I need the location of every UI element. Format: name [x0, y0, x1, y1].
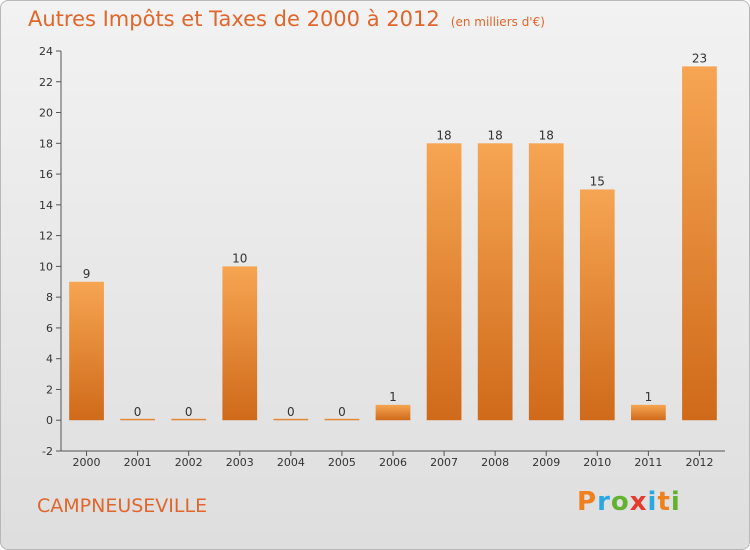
x-tick-label: 2011 [634, 456, 662, 469]
data-label: 9 [83, 267, 91, 281]
y-tick-label: 6 [46, 322, 53, 335]
x-tick-label: 2000 [73, 456, 101, 469]
y-tick-label: -2 [42, 445, 53, 458]
logo-letter: o [610, 487, 630, 517]
x-tick-label: 2006 [379, 456, 407, 469]
data-label: 0 [338, 405, 346, 419]
data-label: 0 [134, 405, 142, 419]
logo-letter: i [647, 487, 658, 517]
unit-text: (en milliers d'€) [450, 15, 545, 29]
bar [682, 66, 717, 421]
x-tick-label: 2012 [685, 456, 713, 469]
y-tick-label: 2 [46, 383, 53, 396]
bar [579, 189, 615, 421]
bar [222, 266, 258, 421]
y-tick-label: 20 [39, 107, 53, 120]
x-tick-label: 2002 [175, 456, 203, 469]
y-tick-label: 16 [39, 168, 53, 181]
bar [375, 404, 411, 421]
chart-title: Autres Impôts et Taxes de 2000 à 2012 (e… [28, 7, 545, 31]
y-tick-label: 24 [39, 45, 53, 58]
data-label: 23 [692, 51, 707, 65]
data-label: 0 [287, 405, 295, 419]
bar [120, 418, 155, 421]
logo-letter: P [577, 487, 598, 517]
y-tick-label: 18 [39, 137, 53, 150]
logo-letter: x [629, 487, 648, 517]
bar [171, 418, 207, 421]
y-tick-label: 0 [46, 414, 53, 427]
data-label: 10 [232, 251, 247, 265]
x-tick-label: 2007 [430, 456, 458, 469]
data-label: 1 [645, 390, 653, 404]
bar [273, 418, 309, 421]
x-tick-label: 2005 [328, 456, 356, 469]
x-tick-label: 2004 [277, 456, 305, 469]
bar [631, 404, 666, 421]
data-label: 18 [436, 128, 451, 142]
x-tick-label: 2010 [583, 456, 611, 469]
data-label: 1 [389, 390, 397, 404]
logo-letter: t [657, 487, 671, 517]
x-tick-label: 2003 [226, 456, 254, 469]
y-tick-label: 14 [39, 199, 53, 212]
y-tick-label: 4 [46, 353, 53, 366]
bar [528, 143, 564, 421]
data-label: 18 [539, 128, 554, 142]
logo-letter: i [670, 487, 681, 517]
y-tick-label: 8 [46, 291, 53, 304]
bar [69, 281, 104, 421]
logo-letter: r [597, 487, 611, 517]
commune-name: CAMPNEUSEVILLE [37, 495, 208, 517]
x-tick-label: 2001 [124, 456, 152, 469]
y-tick-label: 22 [39, 76, 53, 89]
bar [477, 143, 513, 421]
proxiti-logo[interactable]: Proxiti [577, 487, 681, 517]
bar [426, 143, 462, 421]
y-tick-label: 10 [39, 260, 53, 273]
bar [324, 418, 360, 421]
y-tick-label: 12 [39, 230, 53, 243]
x-tick-label: 2008 [481, 456, 509, 469]
data-label: 18 [488, 128, 503, 142]
data-label: 15 [590, 174, 605, 188]
data-label: 0 [185, 405, 193, 419]
x-tick-label: 2009 [532, 456, 560, 469]
title-text: Autres Impôts et Taxes de 2000 à 2012 [28, 7, 440, 31]
